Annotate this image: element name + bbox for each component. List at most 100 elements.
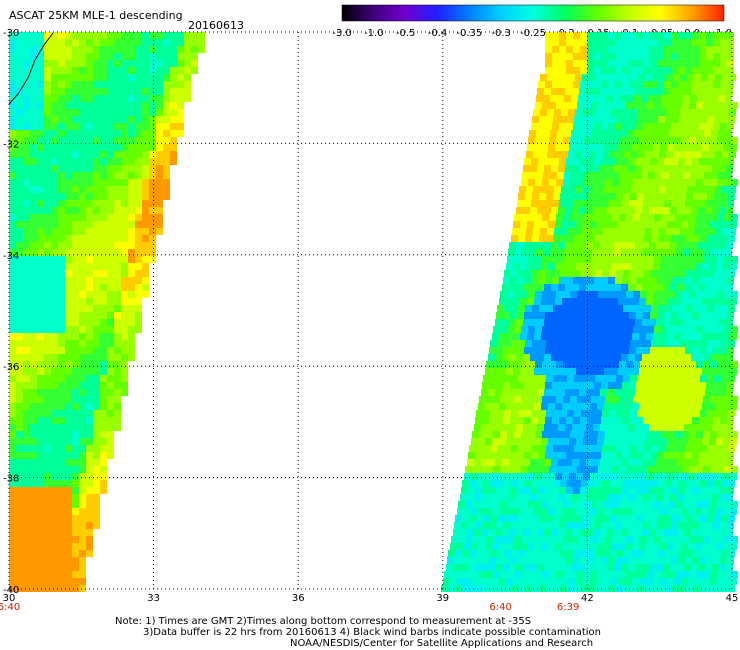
wind-cell — [658, 375, 665, 382]
wind-cell — [679, 550, 686, 557]
wind-cell — [23, 354, 30, 361]
lat-label: -30 — [3, 28, 19, 39]
wind-cell — [720, 158, 727, 165]
wind-cell — [51, 200, 58, 207]
wind-cell — [609, 193, 616, 200]
wind-cell — [567, 193, 574, 200]
wind-cell — [608, 53, 615, 60]
wind-cell — [644, 550, 651, 557]
wind-cell — [544, 564, 551, 571]
wind-cell — [499, 508, 506, 515]
wind-cell — [706, 123, 713, 130]
wind-cell — [128, 333, 135, 340]
wind-cell — [626, 536, 633, 543]
wind-cell — [600, 424, 607, 431]
wind-cell — [565, 564, 572, 571]
wind-cell — [622, 312, 629, 319]
wind-cell — [135, 102, 142, 109]
wind-cell — [65, 333, 72, 340]
wind-cell — [128, 270, 135, 277]
wind-cell — [509, 459, 516, 466]
wind-cell — [563, 291, 570, 298]
wind-cell — [670, 389, 677, 396]
wind-cell — [590, 144, 597, 151]
wind-cell — [705, 564, 712, 571]
wind-cell — [622, 123, 629, 130]
wind-cell — [510, 487, 517, 494]
wind-cell — [699, 522, 706, 529]
wind-cell — [573, 382, 580, 389]
wind-cell — [79, 81, 86, 88]
wind-cell — [149, 39, 156, 46]
wind-cell — [114, 144, 121, 151]
wind-cell — [163, 158, 170, 165]
wind-cell — [58, 557, 65, 564]
wind-cell — [616, 235, 623, 242]
wind-cell — [541, 333, 548, 340]
wind-cell — [114, 172, 121, 179]
wind-cell — [460, 494, 467, 501]
wind-cell — [30, 284, 37, 291]
wind-cell — [622, 39, 629, 46]
wind-cell — [703, 179, 710, 186]
wind-cell — [637, 515, 644, 522]
wind-cell — [679, 305, 686, 312]
wind-cell — [184, 74, 191, 81]
wind-cell — [79, 557, 86, 564]
wind-cell — [667, 578, 674, 585]
wind-cell — [23, 417, 30, 424]
wind-cell — [142, 270, 149, 277]
wind-cell — [51, 389, 58, 396]
wind-cell — [723, 403, 730, 410]
wind-cell — [595, 235, 602, 242]
wind-cell — [30, 354, 37, 361]
wind-cell — [688, 578, 695, 585]
wind-cell — [128, 39, 135, 46]
wind-cell — [685, 46, 692, 53]
wind-cell — [727, 417, 734, 424]
wind-cell — [560, 410, 567, 417]
wind-cell — [562, 473, 569, 480]
wind-cell — [674, 368, 681, 375]
wind-cell — [626, 431, 633, 438]
wind-cell — [663, 319, 670, 326]
wind-cell — [607, 242, 614, 249]
wind-cell — [678, 417, 685, 424]
wind-cell — [627, 130, 634, 137]
wind-cell — [651, 585, 658, 592]
wind-cell — [615, 417, 622, 424]
wind-cell — [712, 165, 719, 172]
wind-cell — [51, 326, 58, 333]
wind-cell — [704, 95, 711, 102]
wind-cell — [100, 298, 107, 305]
wind-cell — [698, 459, 705, 466]
wind-cell — [707, 445, 714, 452]
wind-cell — [37, 249, 44, 256]
wind-cell — [58, 473, 65, 480]
wind-cell — [598, 431, 605, 438]
wind-cell — [566, 67, 573, 74]
wind-cell — [128, 340, 135, 347]
wind-cell — [107, 158, 114, 165]
wind-cell — [654, 214, 661, 221]
wind-cell — [588, 305, 595, 312]
wind-cell — [670, 354, 677, 361]
wind-cell — [587, 382, 594, 389]
wind-cell — [135, 298, 142, 305]
wind-cell — [586, 459, 593, 466]
wind-cell — [30, 88, 37, 95]
wind-cell — [79, 95, 86, 102]
wind-cell — [72, 508, 79, 515]
wind-cell — [632, 438, 639, 445]
wind-cell — [72, 389, 79, 396]
wind-cell — [646, 221, 653, 228]
wind-cell — [567, 375, 574, 382]
wind-cell — [728, 116, 735, 123]
wind-cell — [703, 431, 710, 438]
wind-cell — [511, 515, 518, 522]
wind-cell — [44, 228, 51, 235]
wind-cell — [721, 340, 728, 347]
wind-cell — [728, 340, 735, 347]
wind-cell — [667, 438, 674, 445]
wind-cell — [622, 81, 629, 88]
